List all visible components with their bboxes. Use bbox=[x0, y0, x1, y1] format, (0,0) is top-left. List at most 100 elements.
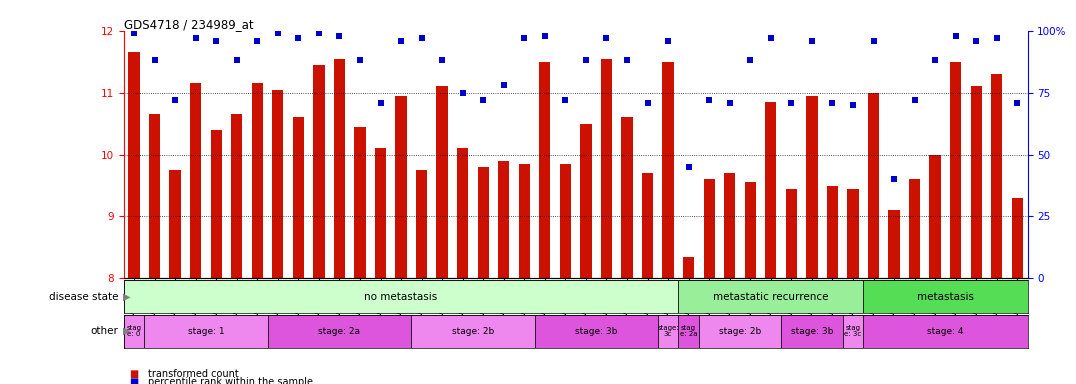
Bar bbox=[950, 62, 961, 278]
Point bbox=[845, 102, 862, 108]
Point bbox=[824, 99, 841, 106]
Text: ▶: ▶ bbox=[123, 291, 130, 302]
Bar bbox=[971, 86, 982, 278]
Point bbox=[1008, 99, 1025, 106]
Bar bbox=[678, 315, 699, 348]
Text: metastasis: metastasis bbox=[917, 291, 974, 302]
Bar bbox=[519, 164, 530, 278]
Bar bbox=[169, 170, 181, 278]
Text: stage: 3b: stage: 3b bbox=[791, 327, 833, 336]
Text: stage: 2b: stage: 2b bbox=[452, 327, 494, 336]
Point bbox=[249, 38, 266, 44]
Point bbox=[495, 82, 512, 88]
Bar bbox=[683, 257, 694, 278]
Text: metastatic recurrence: metastatic recurrence bbox=[713, 291, 829, 302]
Text: disease state: disease state bbox=[48, 291, 118, 302]
Bar bbox=[847, 189, 859, 278]
Point bbox=[680, 164, 697, 170]
Bar bbox=[930, 154, 940, 278]
Point bbox=[556, 97, 574, 103]
Bar bbox=[252, 83, 263, 278]
Bar bbox=[539, 62, 551, 278]
Point bbox=[782, 99, 799, 106]
Point bbox=[947, 33, 964, 39]
Bar bbox=[124, 315, 144, 348]
Bar bbox=[416, 170, 427, 278]
Point bbox=[619, 57, 636, 63]
Text: ▶: ▶ bbox=[123, 326, 130, 336]
Bar bbox=[600, 59, 612, 278]
Text: other: other bbox=[90, 326, 118, 336]
Bar bbox=[334, 59, 345, 278]
Point bbox=[393, 38, 410, 44]
Bar bbox=[354, 127, 366, 278]
Point bbox=[167, 97, 184, 103]
Point bbox=[988, 35, 1005, 41]
Bar bbox=[663, 62, 674, 278]
Text: stage: 1: stage: 1 bbox=[187, 327, 224, 336]
Bar bbox=[785, 189, 797, 278]
Point bbox=[126, 30, 143, 36]
Bar bbox=[580, 124, 592, 278]
Point bbox=[413, 35, 430, 41]
Bar bbox=[724, 173, 735, 278]
Point bbox=[434, 57, 451, 63]
Bar bbox=[498, 161, 509, 278]
Bar bbox=[313, 65, 325, 278]
Bar bbox=[211, 130, 222, 278]
Bar bbox=[699, 315, 781, 348]
Point bbox=[310, 30, 327, 36]
Text: stage: 3b: stage: 3b bbox=[575, 327, 618, 336]
Bar bbox=[437, 86, 448, 278]
Bar bbox=[843, 315, 863, 348]
Bar bbox=[124, 280, 678, 313]
Point bbox=[804, 38, 821, 44]
Point bbox=[475, 97, 492, 103]
Point bbox=[660, 38, 677, 44]
Text: transformed count: transformed count bbox=[148, 369, 239, 379]
Point bbox=[598, 35, 615, 41]
Point bbox=[721, 99, 738, 106]
Point bbox=[741, 57, 759, 63]
Point bbox=[578, 57, 595, 63]
Bar bbox=[190, 83, 201, 278]
Bar bbox=[128, 52, 140, 278]
Bar bbox=[781, 315, 843, 348]
Text: GDS4718 / 234989_at: GDS4718 / 234989_at bbox=[124, 18, 253, 31]
Point bbox=[967, 38, 985, 44]
Bar bbox=[868, 93, 879, 278]
Bar bbox=[826, 185, 838, 278]
Point bbox=[454, 89, 471, 96]
Point bbox=[536, 33, 553, 39]
Text: stag
e: 2a: stag e: 2a bbox=[680, 325, 697, 337]
Bar bbox=[806, 96, 818, 278]
Point bbox=[515, 35, 533, 41]
Bar bbox=[457, 148, 468, 278]
Bar bbox=[909, 179, 920, 278]
Point bbox=[289, 35, 307, 41]
Bar bbox=[1011, 198, 1023, 278]
Point bbox=[886, 176, 903, 182]
Text: stag
e: 3c: stag e: 3c bbox=[845, 325, 862, 337]
Text: no metastasis: no metastasis bbox=[365, 291, 438, 302]
Text: ■: ■ bbox=[129, 369, 139, 379]
Point bbox=[269, 30, 286, 36]
Text: stage: 2a: stage: 2a bbox=[318, 327, 360, 336]
Text: ■: ■ bbox=[129, 377, 139, 384]
Bar bbox=[863, 280, 1028, 313]
Bar bbox=[293, 118, 305, 278]
Bar bbox=[478, 167, 489, 278]
Text: percentile rank within the sample: percentile rank within the sample bbox=[148, 377, 313, 384]
Bar bbox=[148, 114, 160, 278]
Bar bbox=[231, 114, 242, 278]
Bar bbox=[642, 173, 653, 278]
Point bbox=[372, 99, 390, 106]
Point bbox=[762, 35, 779, 41]
Bar bbox=[765, 102, 777, 278]
Bar bbox=[395, 96, 407, 278]
Bar bbox=[374, 148, 386, 278]
Point bbox=[700, 97, 718, 103]
Point bbox=[352, 57, 369, 63]
Text: stag
e: 0: stag e: 0 bbox=[127, 325, 142, 337]
Bar bbox=[657, 315, 678, 348]
